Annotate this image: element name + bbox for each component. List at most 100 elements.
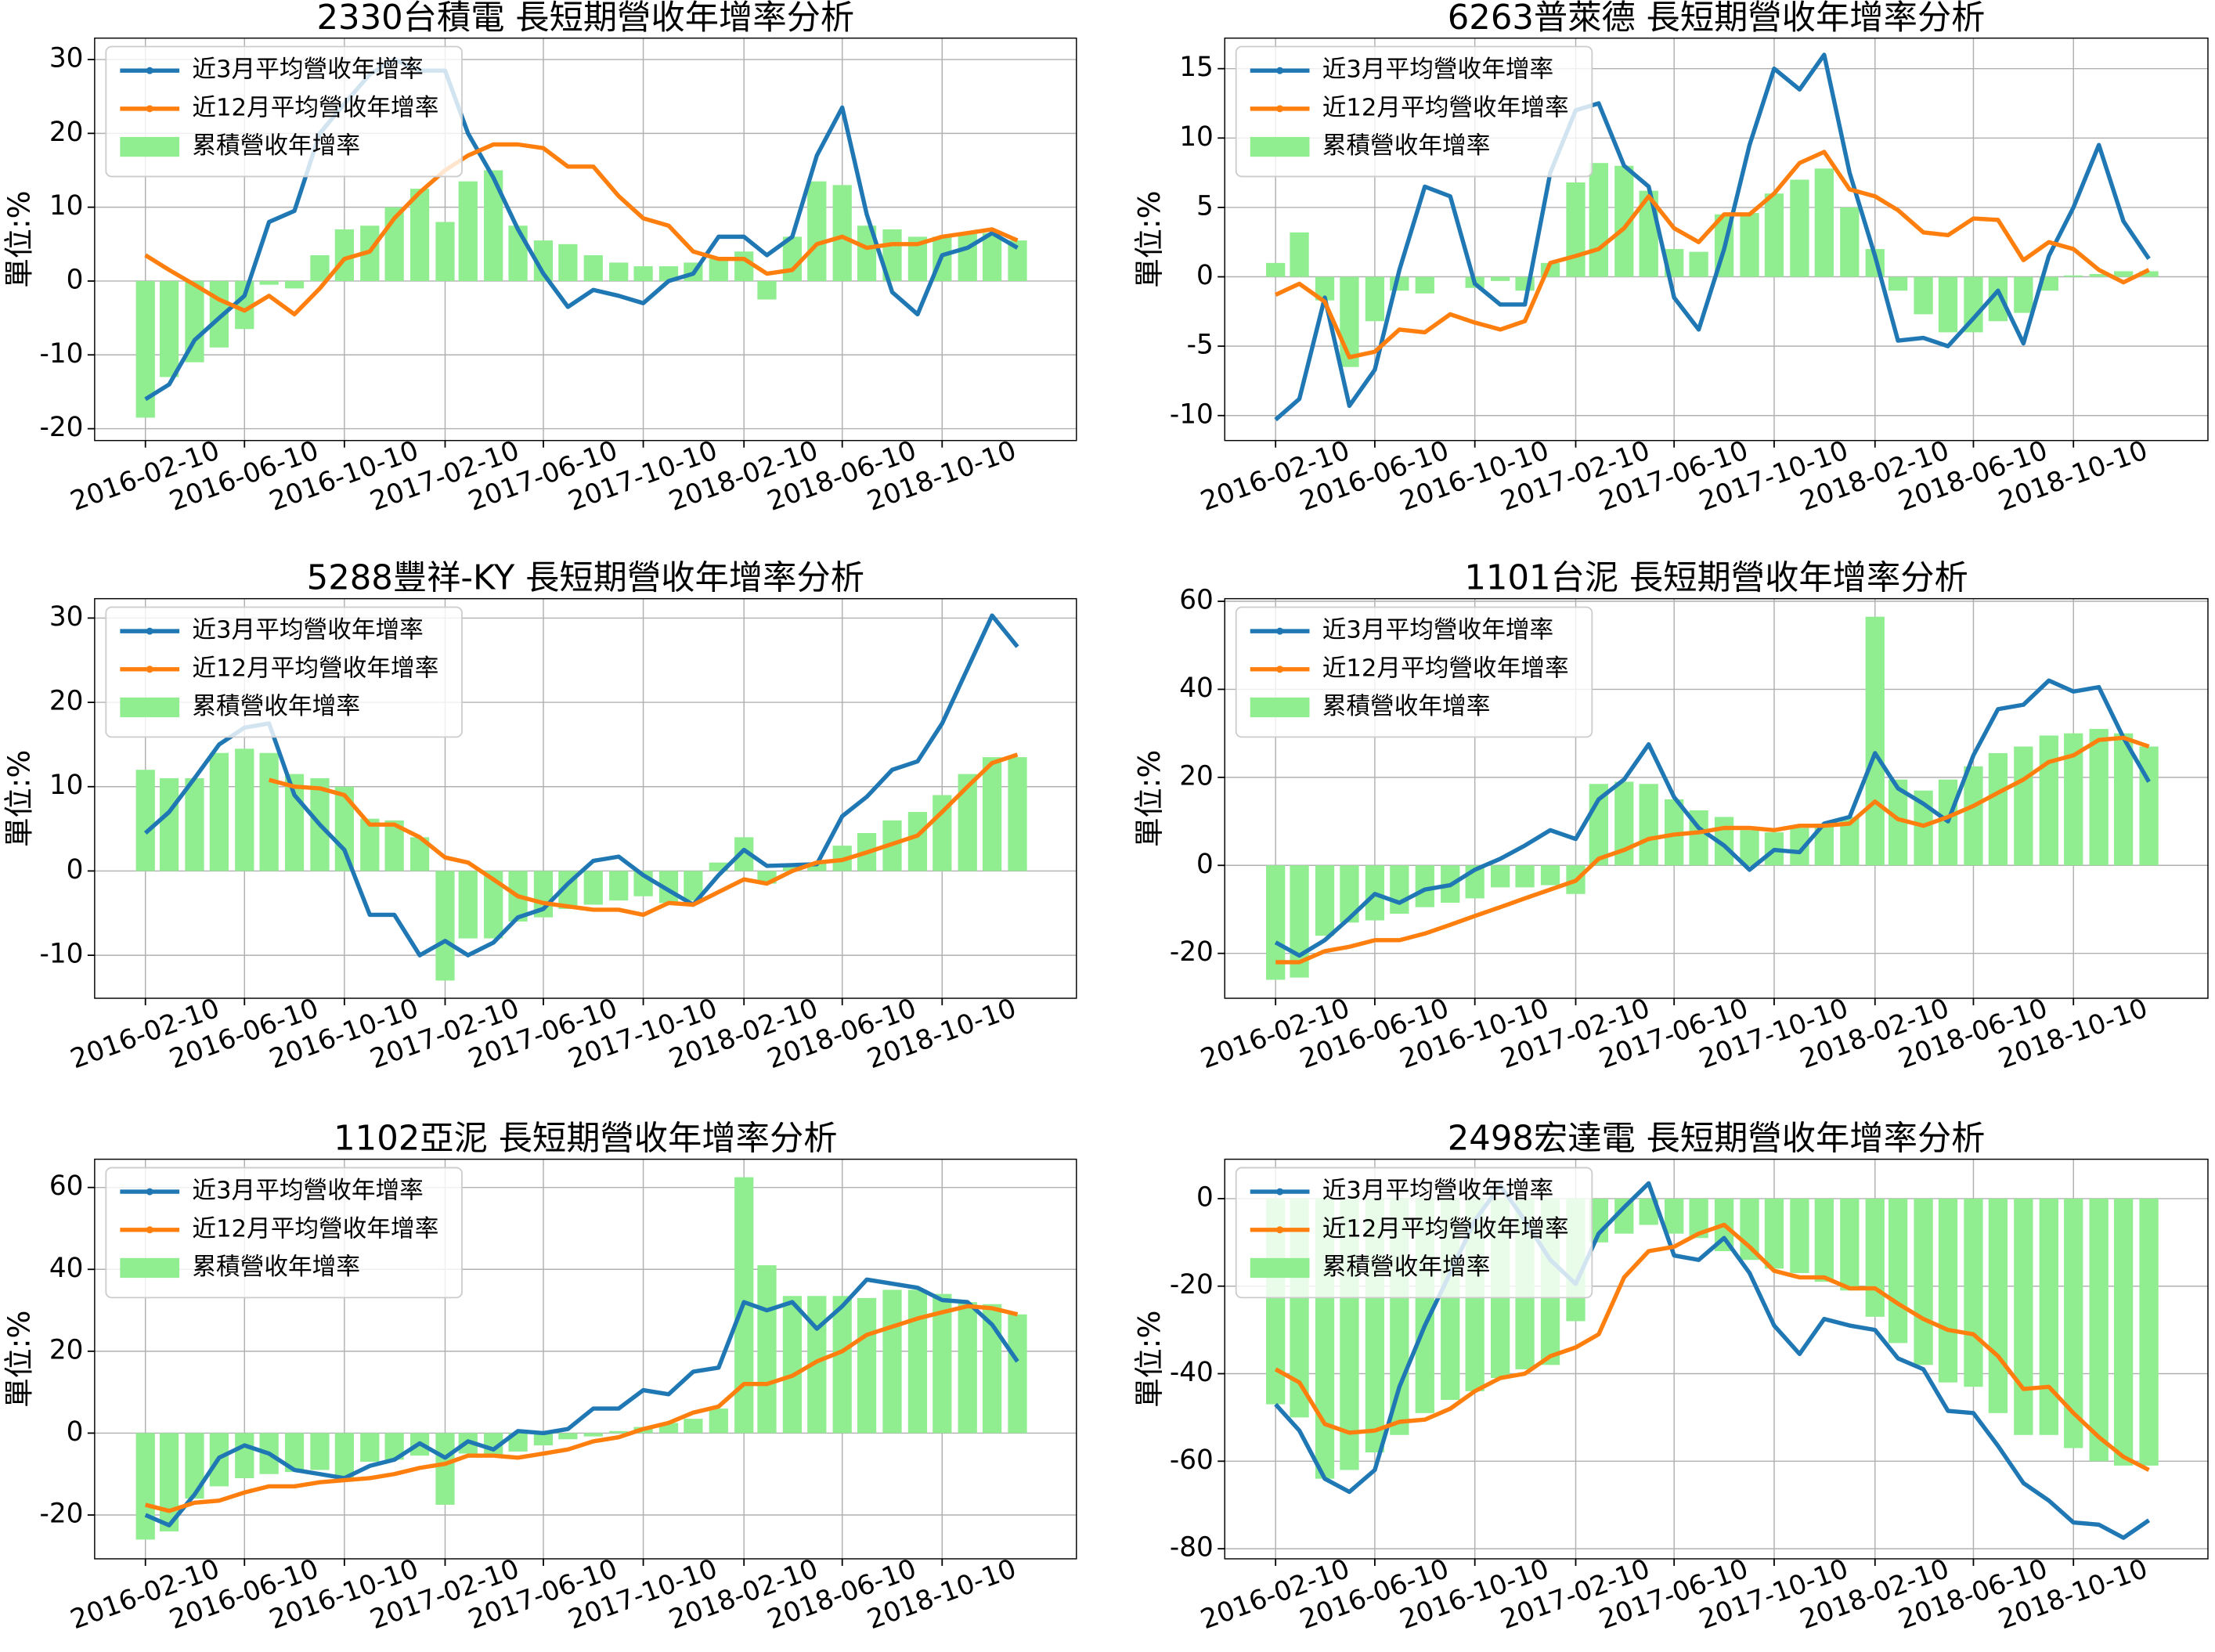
bar [360,1433,380,1463]
legend-marker [146,1188,153,1196]
bar [508,225,528,281]
bar [185,777,204,871]
bar [259,280,279,285]
bar [583,1433,603,1437]
bar [709,1409,728,1434]
line [1274,1181,2151,1540]
bar [583,871,603,905]
bar [1888,1198,1908,1344]
y-tick-label: -10 [1170,399,1214,430]
y-tick-label: 0 [67,1416,84,1448]
legend-label: 累積營收年增率 [1322,693,1491,720]
line [1275,735,2150,965]
bar [832,185,852,281]
subplot: 2330台積電 長短期營收年增率分析單位:%-20-1001020302016-… [2,0,1077,518]
bar [1764,1198,1784,1269]
bar [1589,163,1608,277]
y-axis-label: 單位:% [1132,1311,1167,1408]
y-tick-label: 10 [49,190,84,222]
legend-marker [1276,665,1284,673]
bar [1964,1198,1983,1387]
y-tick-label: 30 [49,43,84,74]
bar [2113,271,2134,277]
bar [458,181,478,281]
bar [1639,784,1658,866]
legend-swatch [1250,697,1310,718]
bar [832,1296,852,1434]
bar [435,871,455,981]
bar [1008,757,1027,871]
y-tick-label: -20 [1170,1269,1214,1300]
bar [1764,193,1784,277]
line [1274,678,2151,958]
bar [2139,1198,2159,1466]
legend-label: 累積營收年增率 [192,132,360,160]
bar [1266,262,1286,277]
bar [1008,1314,1027,1434]
bar [533,1433,554,1446]
y-tick-label: 20 [49,117,84,148]
bar [2014,1198,2033,1435]
bar [334,786,354,871]
bar [609,262,629,281]
bar [757,280,777,300]
subplot: 1101台泥 長短期營收年增率分析單位:%-2002040602016-02-1… [1132,559,2209,1075]
bar [435,1433,455,1505]
bar [609,1430,629,1434]
bar [633,266,653,281]
subplot: 5288豐祥-KY 長短期營收年增率分析單位:%-1001020302016-0… [2,559,1077,1075]
line [144,1277,1019,1528]
bar [135,770,155,871]
bar [1914,276,1933,315]
line [1274,1222,2150,1472]
bar [1988,752,2008,866]
axes-frame [94,1158,1077,1560]
bar [2039,1198,2058,1435]
bar [782,1296,803,1434]
bar [235,748,254,871]
legend-label: 近3月平均營收年增率 [192,617,423,644]
bar [907,812,928,871]
y-tick-label: 0 [1196,1181,1214,1213]
legend-box [1235,606,1593,738]
axes-frame [1224,597,2209,999]
plot-marks [135,613,1027,981]
axes-frame [1224,1158,2209,1560]
bar [135,1433,155,1540]
y-tick-label: -20 [39,1499,83,1530]
bar [1840,1198,1860,1291]
bar [2064,275,2083,277]
plot-marks [1266,616,2159,980]
bar [684,1419,703,1434]
y-axis-label: 單位:% [2,190,37,287]
bar [807,181,827,281]
bar [1665,1198,1684,1234]
y-axis-label: 單位:% [2,1311,37,1408]
bar [1988,1198,2008,1413]
bar [2014,276,2033,313]
bar [1790,179,1809,277]
bar [508,1433,528,1452]
bar [982,233,1002,281]
y-tick-label: -10 [39,939,83,970]
y-tick-label: -10 [39,338,83,370]
bar [609,871,629,901]
y-tick-label: 15 [1179,52,1214,83]
bar [435,222,455,281]
bar [2113,733,2134,866]
legend-marker [1276,627,1284,635]
bar [2089,729,2109,866]
chart-title: 6263普萊德 長短期營收年增率分析 [1448,0,1986,38]
legend-box [105,45,463,178]
plot-marks [135,1177,1027,1540]
y-tick-label: 5 [1196,190,1214,222]
bar [2113,1198,2134,1466]
legend-box [105,1167,463,1299]
legend-swatch [1250,136,1310,157]
bar [782,236,803,281]
bar [734,251,754,281]
